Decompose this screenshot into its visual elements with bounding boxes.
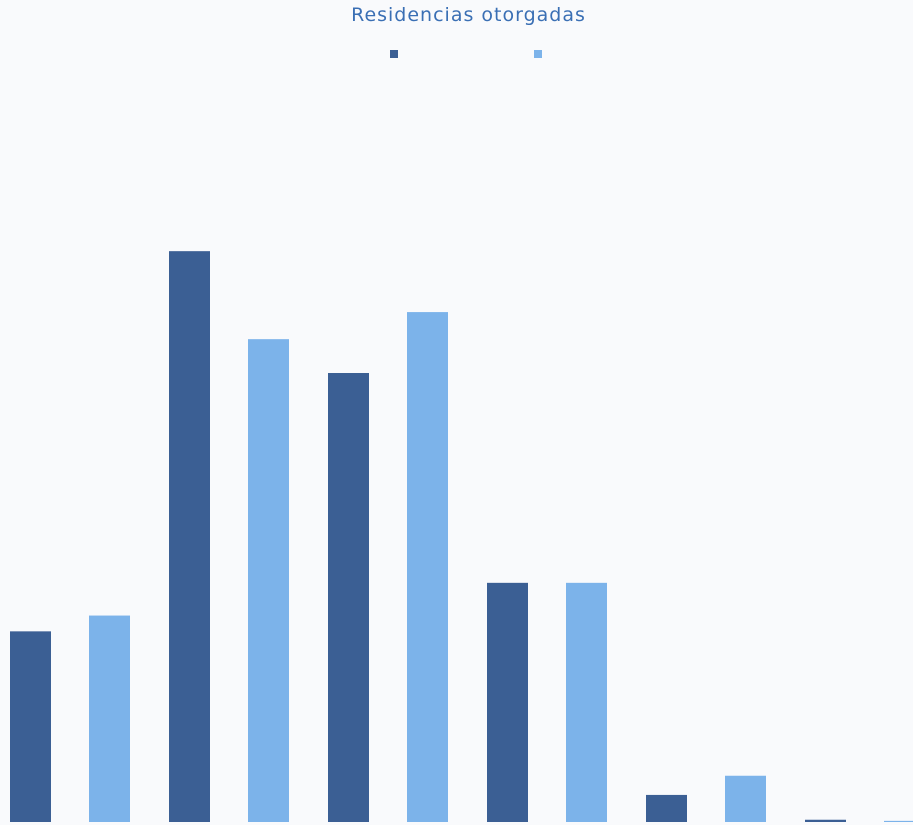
legend bbox=[0, 50, 913, 58]
chart-title: Residencias otorgadas bbox=[351, 4, 586, 26]
bar-series-1-group-6 bbox=[805, 819, 846, 822]
bar-series-2-group-3 bbox=[407, 312, 448, 822]
bar-series-1-group-5 bbox=[646, 794, 687, 822]
legend-item-series-2 bbox=[533, 50, 548, 58]
legend-swatch-series-1 bbox=[389, 50, 398, 58]
bar-series-1-group-4 bbox=[487, 582, 528, 822]
legend-swatch-series-2 bbox=[533, 50, 542, 58]
bar-series-2-group-6 bbox=[884, 820, 913, 822]
bar-series-1-group-3 bbox=[328, 373, 369, 822]
legend-item-series-1 bbox=[389, 50, 404, 58]
bar-series-1-group-1 bbox=[10, 631, 51, 822]
bar-series-1-group-2 bbox=[169, 251, 210, 822]
bar-series-2-group-1 bbox=[89, 615, 130, 822]
bar-series-2-group-2 bbox=[248, 339, 289, 822]
bar-series-2-group-4 bbox=[566, 582, 607, 822]
bar-series-2-group-5 bbox=[725, 775, 766, 822]
